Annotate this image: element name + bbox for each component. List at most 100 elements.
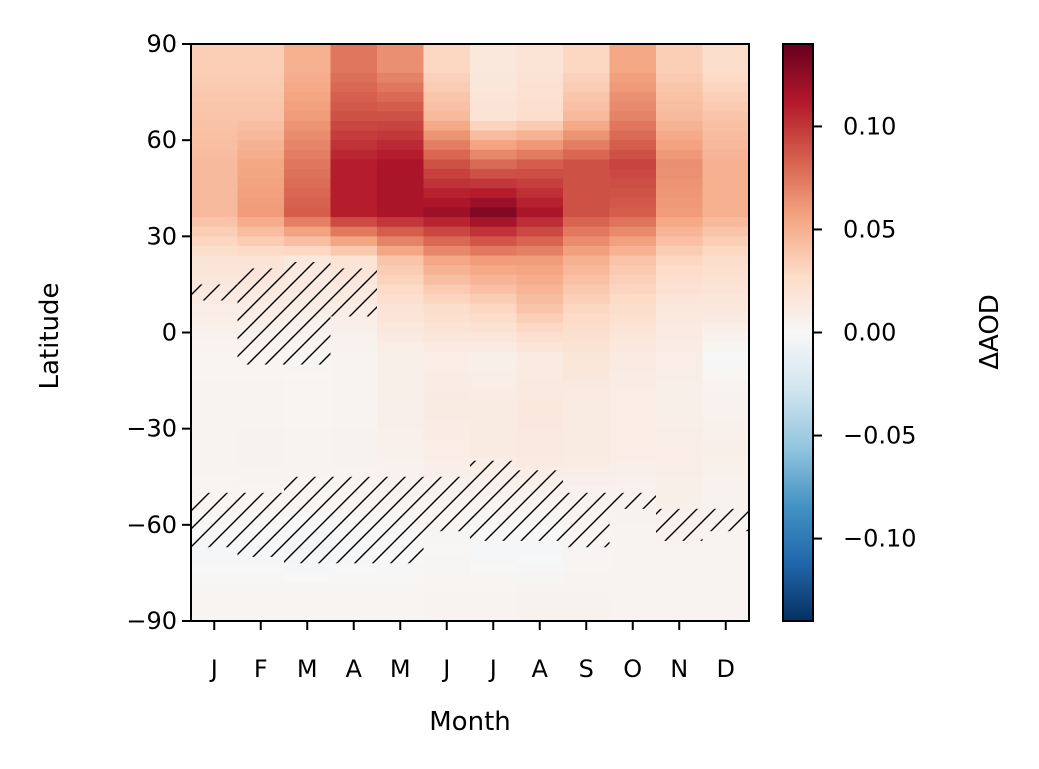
heatmap-cell: [377, 197, 425, 209]
heatmap-cell: [377, 563, 425, 574]
heatmap-cell: [609, 44, 657, 55]
heatmap-cell: [191, 563, 239, 574]
heatmap-cell: [237, 101, 285, 112]
heatmap-cell: [470, 563, 518, 574]
colorbar: [783, 44, 813, 621]
heatmap-cell: [702, 351, 749, 362]
heatmap-cell: [516, 563, 564, 574]
heatmap-cell: [377, 294, 425, 305]
heatmap-cell: [377, 111, 425, 122]
heatmap-cell: [702, 370, 749, 382]
heatmap-cell: [702, 130, 749, 141]
heatmap-cell: [284, 428, 332, 439]
heatmap-cell: [702, 390, 749, 401]
heatmap-cell: [563, 390, 611, 401]
heatmap-cell: [377, 169, 425, 180]
heatmap-cell: [609, 120, 657, 132]
heatmap-cell: [563, 255, 611, 266]
heatmap-cell: [563, 159, 611, 170]
heatmap-cell: [237, 140, 285, 151]
heatmap-cell: [563, 563, 611, 574]
heatmap-cell: [284, 370, 332, 382]
heatmap-cell: [330, 111, 378, 122]
heatmap-cell: [563, 611, 611, 621]
heatmap-cell: [330, 72, 378, 84]
heatmap-cell: [237, 92, 285, 103]
heatmap-cell: [609, 457, 657, 468]
y-tick-label: 0: [162, 319, 177, 347]
heatmap-cell: [702, 303, 749, 314]
heatmap-cell: [330, 419, 378, 430]
heatmap-cell: [237, 217, 285, 228]
heatmap-cell: [377, 72, 425, 84]
heatmap-cell: [330, 53, 378, 64]
heatmap-cell: [423, 322, 471, 334]
heatmap-cell: [470, 322, 518, 334]
heatmap-cell: [702, 140, 749, 151]
heatmap-cell: [702, 486, 749, 497]
heatmap-cell: [609, 245, 657, 257]
heatmap-cell: [377, 303, 425, 314]
heatmap-cell: [563, 409, 611, 420]
heatmap-cell: [377, 284, 425, 295]
heatmap-cell: [423, 92, 471, 103]
heatmap-cell: [330, 409, 378, 420]
heatmap-cell: [330, 390, 378, 401]
heatmap-cell: [563, 313, 611, 324]
heatmap-cell: [656, 611, 704, 621]
heatmap-cell: [702, 534, 749, 545]
heatmap-cell: [702, 255, 749, 266]
heatmap-cell: [330, 82, 378, 93]
heatmap-cell: [237, 563, 285, 574]
heatmap-cell: [656, 582, 704, 593]
heatmap-cell: [191, 63, 239, 74]
heatmap-cell: [330, 457, 378, 468]
x-tick-label: O: [623, 655, 642, 683]
heatmap-cell: [563, 361, 611, 372]
hatched-region: [330, 268, 377, 317]
heatmap-cell: [470, 53, 518, 64]
heatmap-cell: [563, 457, 611, 468]
heatmap-cell: [237, 111, 285, 122]
heatmap-cell: [330, 236, 378, 247]
heatmap-cell: [516, 332, 564, 343]
heatmap-cell: [423, 169, 471, 180]
heatmap-cell: [377, 207, 425, 218]
heatmap-cell: [609, 130, 657, 141]
heatmap-cell: [330, 572, 378, 584]
heatmap-cell: [516, 544, 564, 555]
heatmap-cell: [656, 409, 704, 420]
heatmap-cell: [563, 572, 611, 584]
heatmap-cell: [237, 467, 285, 478]
heatmap-cell: [423, 284, 471, 295]
heatmap-cell: [656, 332, 704, 343]
heatmap-cell: [702, 380, 749, 391]
hatched-region: [191, 492, 238, 548]
heatmap-cell: [563, 419, 611, 430]
heatmap-cell: [284, 592, 332, 603]
heatmap-cell: [191, 322, 239, 334]
heatmap-cell: [609, 236, 657, 247]
heatmap-cell: [702, 178, 749, 189]
heatmap-cell: [191, 361, 239, 372]
x-tick-label: J: [441, 655, 450, 683]
heatmap-cell: [330, 140, 378, 151]
heatmap-cell: [191, 53, 239, 64]
heatmap-cell: [284, 188, 332, 199]
heatmap-cell: [423, 370, 471, 382]
hatched-significance-regions: [191, 261, 749, 564]
heatmap-cell: [284, 101, 332, 112]
heatmap-cell: [516, 438, 564, 449]
heatmap-cell: [702, 457, 749, 468]
heatmap-cell: [656, 111, 704, 122]
heatmap-cell: [377, 390, 425, 401]
heatmap-cell: [516, 322, 564, 334]
heatmap-cell: [656, 245, 704, 257]
heatmap-cell: [516, 63, 564, 74]
heatmap-cell: [377, 592, 425, 603]
heatmap-cell: [423, 245, 471, 257]
heatmap-cell: [470, 553, 518, 564]
heatmap-cell: [470, 544, 518, 555]
heatmap-cell: [563, 53, 611, 64]
heatmap-cell: [237, 380, 285, 391]
